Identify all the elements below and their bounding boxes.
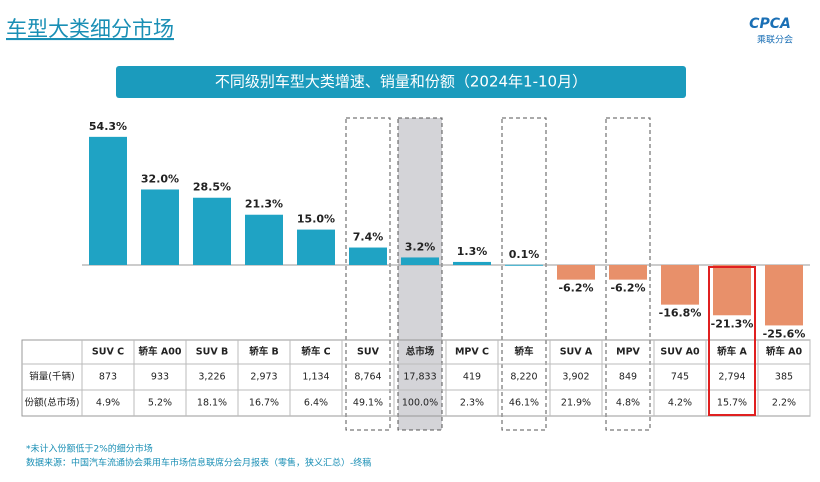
table-cell: 6.4% <box>304 398 328 409</box>
bar <box>505 264 543 266</box>
bar <box>765 265 803 326</box>
highlight-box <box>397 117 443 431</box>
category-label: 轿车 C <box>301 346 330 358</box>
bar <box>89 136 127 265</box>
value-label: -6.2% <box>558 282 593 295</box>
table-cell: 2,973 <box>250 372 277 383</box>
table-cell: 100.0% <box>402 398 438 409</box>
highlight-box <box>501 117 547 431</box>
table-cell: 873 <box>99 372 117 383</box>
table-cell: 3,902 <box>562 372 589 383</box>
bar <box>193 197 231 265</box>
category-label: SUV C <box>92 347 124 358</box>
bar <box>661 265 699 305</box>
table-cell: 849 <box>619 372 637 383</box>
category-label: SUV B <box>196 347 228 358</box>
category-label: 轿车 <box>514 346 534 358</box>
table-cell: 4.2% <box>668 398 692 409</box>
value-label: -16.8% <box>659 307 702 320</box>
table-cell: 745 <box>671 372 689 383</box>
bar <box>141 189 179 265</box>
table-cell: 4.8% <box>616 398 640 409</box>
value-label: 54.3% <box>89 120 127 133</box>
value-label: 7.4% <box>353 231 384 244</box>
category-label: 轿车 B <box>249 346 279 358</box>
footnote: 数据来源：中国汽车流通协会乘用车市场信息联席分会月报表（零售，狭义汇总）-终稿 <box>26 457 371 469</box>
row-label: 份额(总市场) <box>25 397 80 409</box>
table-cell: 2,794 <box>718 372 745 383</box>
bar <box>297 229 335 265</box>
page-title: 车型大类细分市场 <box>6 17 174 41</box>
row-label: 销量(千辆) <box>29 371 74 383</box>
table-cell: 933 <box>151 372 169 383</box>
table-cell: 4.9% <box>96 398 120 409</box>
category-label: 总市场 <box>406 346 435 358</box>
category-label: SUV A <box>560 347 593 358</box>
footnote: *未计入份额低于2%的细分市场 <box>26 443 153 455</box>
value-label: 1.3% <box>457 245 488 258</box>
category-label: SUV A0 <box>660 347 700 358</box>
category-label: SUV <box>357 347 380 358</box>
table-cell: 21.9% <box>561 398 591 409</box>
value-label: 28.5% <box>193 181 231 194</box>
bar <box>713 265 751 316</box>
value-label: 21.3% <box>245 198 283 211</box>
value-label: -6.2% <box>610 282 645 295</box>
table-cell: 3,226 <box>198 372 225 383</box>
banner <box>116 66 686 98</box>
category-label: MPV C <box>455 347 489 358</box>
bar <box>349 247 387 265</box>
value-label: 3.2% <box>405 240 436 253</box>
highlight-box <box>708 266 756 416</box>
category-label: 轿车 A <box>717 346 747 358</box>
table-cell: 1,134 <box>302 372 329 383</box>
bar <box>453 261 491 265</box>
category-label: 轿车 A0 <box>766 346 803 358</box>
chart-title: 不同级别车型大类增速、销量和份额（2024年1-10月） <box>215 73 587 91</box>
table-cell: 17,833 <box>403 372 436 383</box>
table-cell: 49.1% <box>353 398 383 409</box>
table-cell: 2.3% <box>460 398 484 409</box>
value-label: 0.1% <box>509 248 540 261</box>
category-label: MPV <box>616 347 640 358</box>
table-cell: 5.2% <box>148 398 172 409</box>
bar <box>401 257 439 265</box>
value-label: -25.6% <box>763 327 806 340</box>
logo: CPCA <box>749 16 791 32</box>
highlight-box <box>345 117 391 431</box>
table-cell: 2.2% <box>772 398 796 409</box>
table-cell: 16.7% <box>249 398 279 409</box>
table-cell: 8,764 <box>354 372 381 383</box>
table-cell: 8,220 <box>510 372 537 383</box>
highlight-box <box>605 117 651 431</box>
table-cell: 46.1% <box>509 398 539 409</box>
category-label: 轿车 A00 <box>139 346 182 358</box>
table-cell: 15.7% <box>717 398 747 409</box>
table-cell: 385 <box>775 372 793 383</box>
bar <box>245 214 283 265</box>
logo-sub: 乘联分会 <box>757 34 793 46</box>
value-label: 15.0% <box>297 213 335 226</box>
value-label: -21.3% <box>711 317 754 330</box>
bar <box>609 265 647 280</box>
bar <box>557 265 595 280</box>
table-cell: 419 <box>463 372 481 383</box>
value-label: 32.0% <box>141 172 179 185</box>
table-cell: 18.1% <box>197 398 227 409</box>
